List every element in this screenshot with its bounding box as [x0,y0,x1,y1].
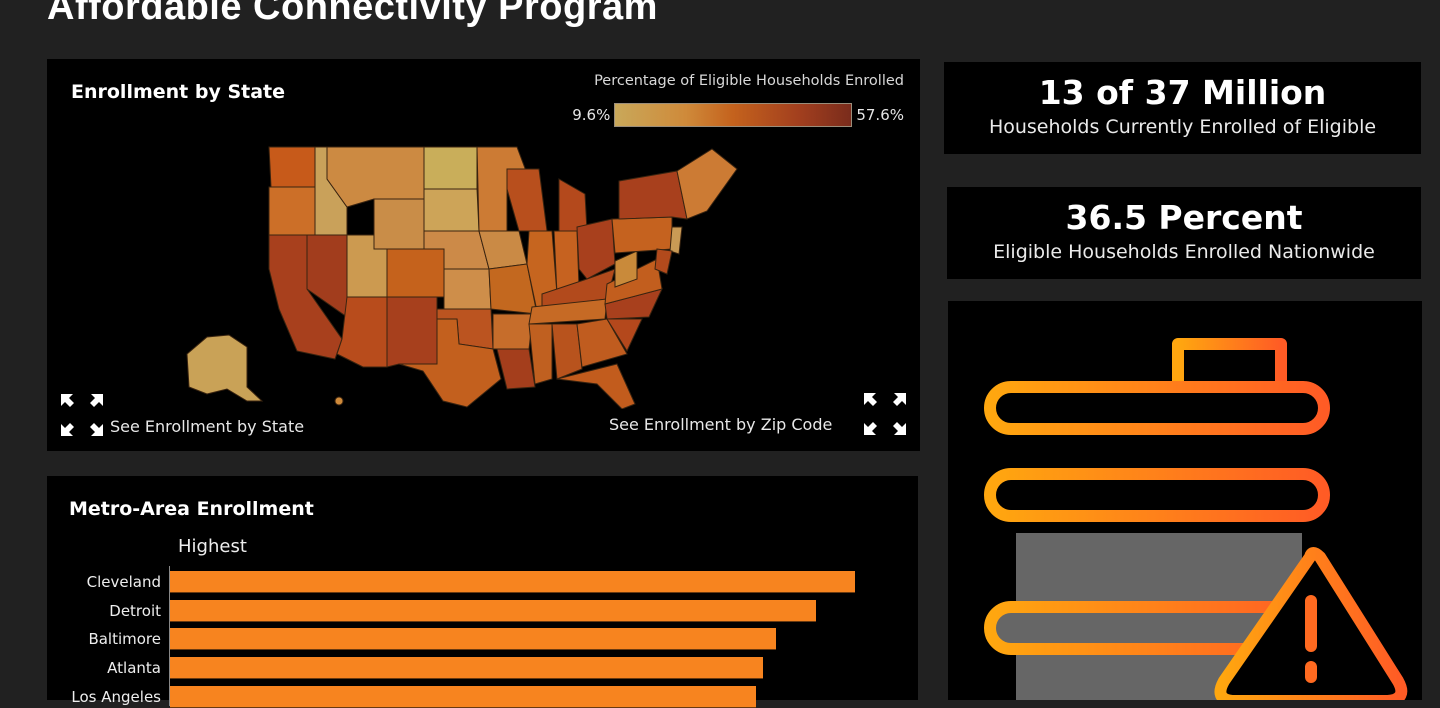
state-georgia [576,318,628,368]
expand-arrows-icon[interactable] [862,391,908,437]
state-alaska [186,334,264,402]
legend-title: Percentage of Eligible Households Enroll… [594,73,904,89]
state-north-dakota [423,146,478,190]
state-new-england [676,148,738,220]
state-florida [556,363,636,409]
state-new-york [618,170,688,220]
page-title: Affordable Connectivity Program [47,0,658,28]
state-michigan [558,178,588,232]
bar-cleveland[interactable] [170,571,855,593]
legend-gradient [614,103,853,127]
stat-value: 36.5 Percent [1065,198,1303,237]
stat-label: Households Currently Enrolled of Eligibl… [988,116,1377,138]
legend-max: 57.6% [856,106,904,124]
water-jug-warning-icon [984,338,1408,700]
us-choropleth-map[interactable] [167,139,807,409]
color-legend: 9.6% 57.6% [572,103,904,127]
bar-label: Baltimore [88,630,161,648]
state-colorado [386,248,445,298]
bar-label: Los Angeles [71,688,161,706]
bar-label: Cleveland [86,573,161,591]
state-arkansas [492,313,534,350]
enrollment-by-state-panel: Enrollment by State Percentage of Eligib… [47,59,920,451]
see-enrollment-by-state-link[interactable]: See Enrollment by State [110,417,305,436]
bar-row[interactable]: Cleveland [47,571,918,593]
axis-line [169,566,170,706]
state-ohio [576,218,616,280]
state-alabama [551,323,583,380]
state-maryland [654,248,673,275]
state-west-virginia [614,250,638,288]
state-wisconsin [506,168,548,232]
bar-label: Detroit [109,602,161,620]
state-new-mexico [386,296,438,368]
percent-enrolled-card: 36.5 Percent Eligible Households Enrolle… [947,187,1421,279]
see-enrollment-by-zip-link[interactable]: See Enrollment by Zip Code [609,415,833,434]
bar-detroit[interactable] [170,600,816,622]
icon-panel [948,301,1422,700]
state-virginia [604,258,663,305]
bar-los-angeles[interactable] [170,686,756,708]
bar-row[interactable]: Baltimore [47,628,918,650]
state-washington [268,146,316,188]
bar-label: Atlanta [107,659,161,677]
state-pennsylvania [611,216,673,254]
bar-baltimore[interactable] [170,628,776,650]
bar-atlanta[interactable] [170,657,763,679]
highest-label: Highest [178,536,247,557]
state-wyoming [373,198,425,250]
state-oregon [268,186,316,236]
state-mississippi [528,323,553,385]
stat-value: 13 of 37 Million [1038,73,1327,112]
legend-min: 9.6% [572,106,611,124]
households-enrolled-card: 13 of 37 Million Households Currently En… [944,62,1421,154]
map-title: Enrollment by State [71,81,286,103]
state-south-dakota [423,188,480,232]
bar-row[interactable]: Los Angeles [47,686,918,708]
metro-area-enrollment-panel: Metro-Area Enrollment Highest Cleveland … [47,476,918,708]
state-new-jersey [669,226,683,255]
state-kansas [443,268,492,310]
bar-row[interactable]: Atlanta [47,657,918,679]
state-montana [326,146,425,208]
bar-row[interactable]: Detroit [47,600,918,622]
expand-arrows-icon[interactable] [59,392,105,438]
stat-label: Eligible Households Enrolled Nationwide [993,241,1375,263]
metro-title: Metro-Area Enrollment [69,498,314,520]
state-south-carolina [606,318,643,353]
state-louisiana [496,348,536,390]
